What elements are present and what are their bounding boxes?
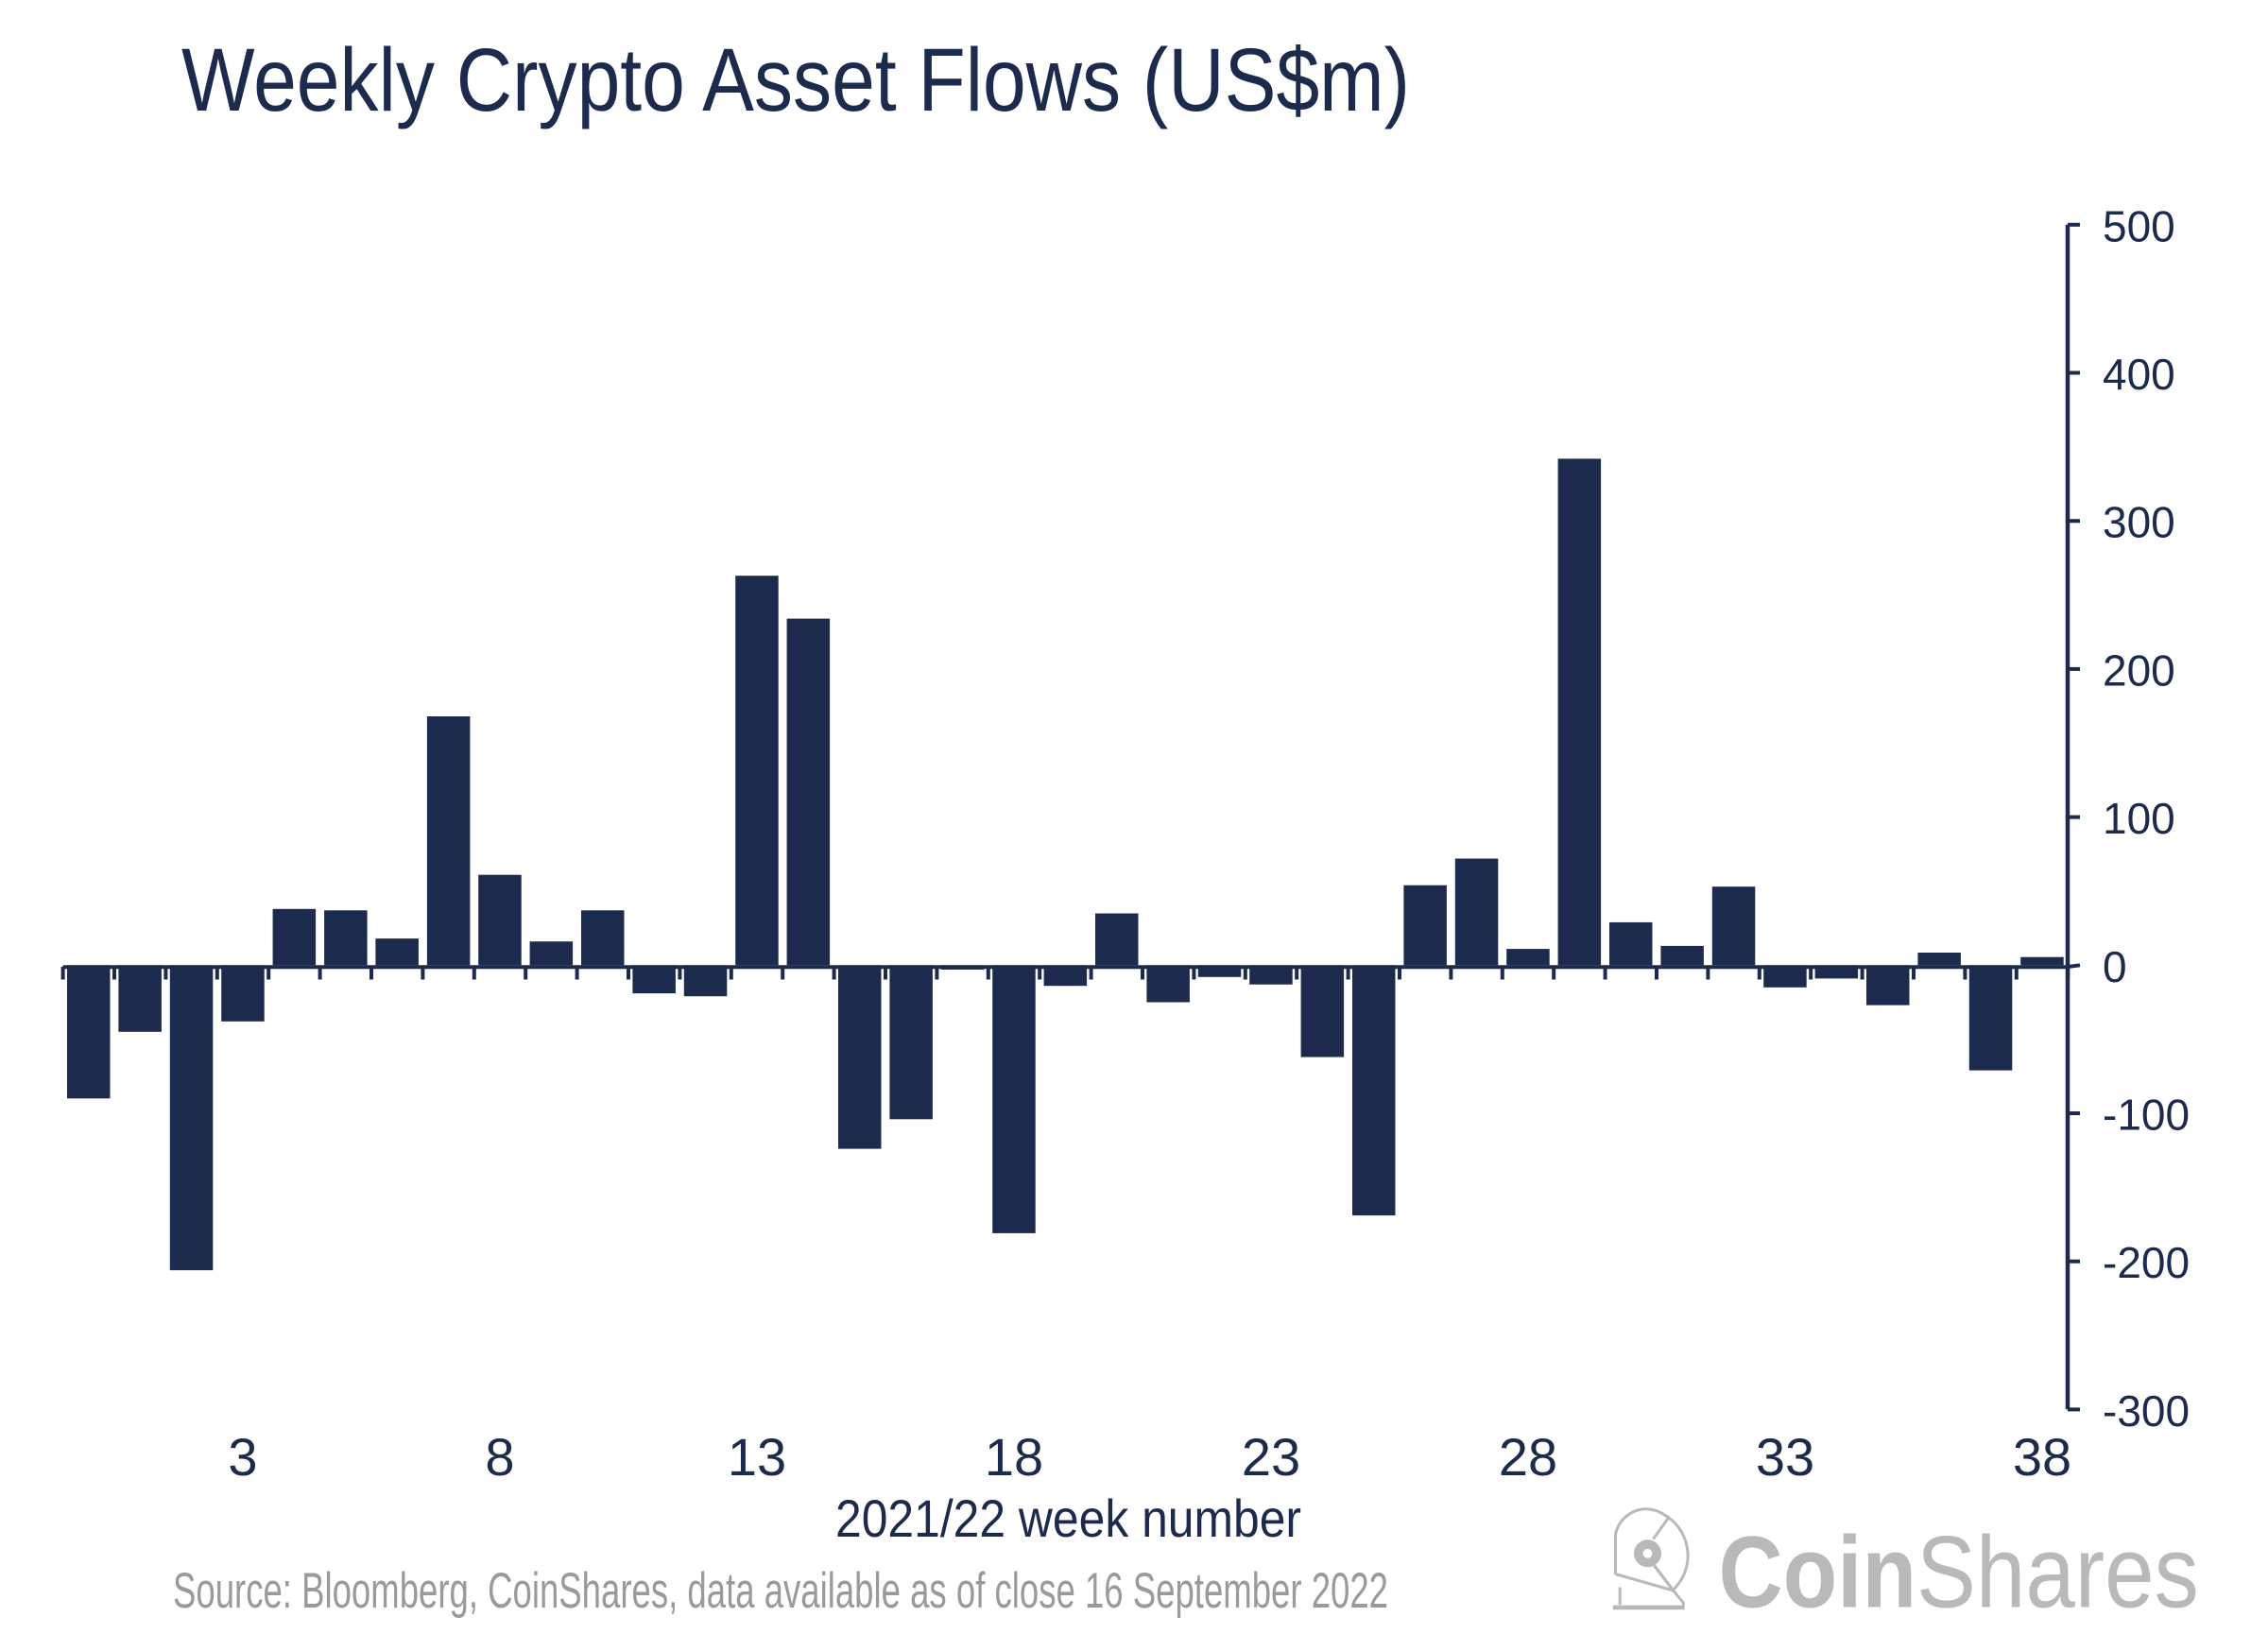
svg-text:400: 400 — [2103, 350, 2175, 399]
svg-text:3: 3 — [228, 1427, 257, 1487]
svg-text:500: 500 — [2103, 201, 2175, 250]
svg-text:100: 100 — [2103, 794, 2175, 843]
svg-text:28: 28 — [1499, 1427, 1557, 1487]
svg-text:2021/22 week number: 2021/22 week number — [835, 1488, 1301, 1548]
svg-text:200: 200 — [2103, 645, 2175, 695]
svg-text:8: 8 — [485, 1427, 514, 1487]
svg-text:18: 18 — [985, 1427, 1043, 1487]
svg-text:33: 33 — [1756, 1427, 1814, 1487]
svg-text:13: 13 — [728, 1427, 786, 1487]
svg-text:23: 23 — [1242, 1427, 1300, 1487]
svg-text:0: 0 — [2103, 942, 2127, 991]
svg-text:-200: -200 — [2103, 1238, 2190, 1287]
svg-text:Weekly Crypto Asset Flows (US$: Weekly Crypto Asset Flows (US$m) — [181, 30, 1410, 130]
svg-text:-100: -100 — [2103, 1091, 2190, 1140]
svg-text:CoinShares: CoinShares — [1719, 1516, 2199, 1629]
svg-text:-300: -300 — [2103, 1386, 2190, 1436]
svg-text:38: 38 — [2013, 1427, 2071, 1487]
svg-text:Source: Bloomberg, CoinShares,: Source: Bloomberg, CoinShares, data avai… — [173, 1563, 1388, 1619]
svg-text:300: 300 — [2103, 498, 2175, 547]
